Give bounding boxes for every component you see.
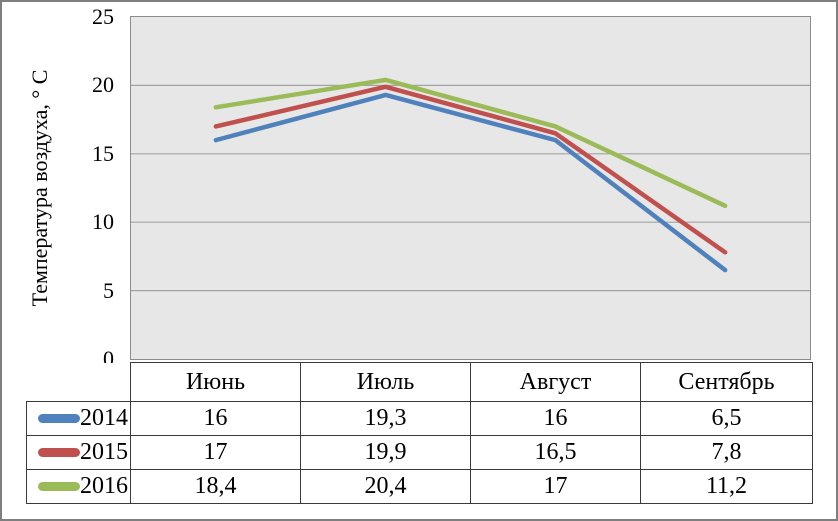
data-table: Июнь Июль Август Сентябрь 2014 16 19,3 16 6,5 20…	[26, 362, 813, 504]
month-header-3: Август	[470, 362, 641, 402]
table-corner-empty-cell	[26, 362, 131, 402]
value-cell-2015-Июнь: 17	[130, 435, 301, 470]
series-line-2014	[213, 92, 728, 273]
value-cell-2014-Июнь: 16	[130, 401, 301, 436]
value-cell-2014-Август: 16	[470, 401, 641, 436]
value-cell-2015-Сентябрь: 7,8	[640, 435, 813, 470]
table-header-row: Июнь Июль Август Сентябрь	[26, 362, 813, 402]
series-year-label: 2015	[80, 439, 128, 465]
value-cell-2016-Сентябрь: 11,2	[640, 469, 813, 504]
y-tick-label-20: 20	[92, 72, 114, 98]
legend-line-swatch-2014	[38, 414, 80, 423]
value-cell-2016-Июль: 20,4	[300, 469, 471, 504]
series-line-2015	[213, 84, 728, 255]
series-line-2016	[213, 77, 728, 209]
value-cell-2016-Июнь: 18,4	[130, 469, 301, 504]
y-tick-label-0: 0	[103, 346, 114, 371]
value-cell-2014-Сентябрь: 6,5	[640, 401, 813, 436]
y-tick-label-25: 25	[92, 4, 114, 29]
legend-line-swatch-2016	[38, 482, 80, 491]
legend-cell-2014: 2014	[26, 401, 131, 436]
line-chart-canvas	[131, 77, 810, 292]
month-header-1: Июнь	[130, 362, 301, 402]
value-cell-2015-Август: 16,5	[470, 435, 641, 470]
legend-cell-2016: 2016	[26, 469, 131, 504]
table-row-2015: 2015 17 19,9 16,5 7,8	[26, 435, 813, 470]
table-row-2014: 2014 16 19,3 16 6,5	[26, 401, 813, 436]
legend-cell-2015: 2015	[26, 435, 131, 470]
month-header-4: Сентябрь	[640, 362, 813, 402]
value-cell-2015-Июль: 19,9	[300, 435, 471, 470]
value-cell-2016-Август: 17	[470, 469, 641, 504]
value-cell-2014-Июль: 19,3	[300, 401, 471, 436]
y-axis-tick-labels: 25 20 15 10 5 0	[2, 4, 114, 371]
y-tick-label-5: 5	[103, 277, 114, 303]
table-row-2016: 2016 18,4 20,4 17 11,2	[26, 469, 813, 504]
series-year-label: 2014	[80, 405, 128, 431]
plot-area	[130, 16, 811, 360]
series-year-label: 2016	[80, 473, 128, 499]
legend-line-swatch-2015	[38, 448, 80, 457]
month-header-2: Июль	[300, 362, 471, 402]
y-tick-label-15: 15	[92, 140, 114, 166]
y-tick-label-10: 10	[92, 209, 114, 235]
